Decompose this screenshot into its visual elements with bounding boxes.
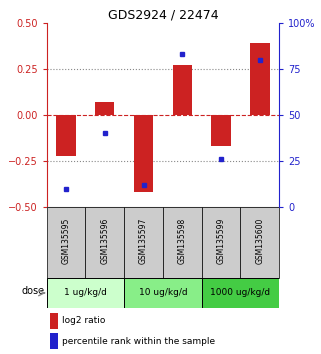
Text: 10 ug/kg/d: 10 ug/kg/d — [139, 289, 187, 297]
Bar — [85, 207, 124, 278]
Bar — [95, 102, 114, 115]
Text: 1 ug/kg/d: 1 ug/kg/d — [64, 289, 107, 297]
Bar — [124, 207, 163, 278]
Text: GSM135595: GSM135595 — [61, 218, 70, 264]
Text: GSM135599: GSM135599 — [217, 218, 226, 264]
Bar — [124, 278, 202, 308]
Text: percentile rank within the sample: percentile rank within the sample — [62, 337, 215, 346]
Bar — [134, 115, 153, 192]
Text: dose: dose — [22, 286, 45, 296]
Bar — [50, 313, 58, 329]
Bar — [212, 115, 231, 146]
Bar — [50, 333, 58, 349]
Bar — [250, 43, 270, 115]
Text: GSM135596: GSM135596 — [100, 218, 109, 264]
Bar — [47, 207, 85, 278]
Text: GSM135597: GSM135597 — [139, 218, 148, 264]
Bar — [240, 207, 279, 278]
Text: 1000 ug/kg/d: 1000 ug/kg/d — [211, 289, 271, 297]
Bar — [202, 278, 279, 308]
Bar — [47, 278, 124, 308]
Title: GDS2924 / 22474: GDS2924 / 22474 — [108, 9, 218, 22]
Bar — [163, 207, 202, 278]
Bar — [202, 207, 240, 278]
Bar — [56, 115, 76, 155]
Text: GSM135600: GSM135600 — [256, 218, 265, 264]
Bar — [173, 65, 192, 115]
Text: log2 ratio: log2 ratio — [62, 316, 105, 325]
Text: GSM135598: GSM135598 — [178, 218, 187, 264]
